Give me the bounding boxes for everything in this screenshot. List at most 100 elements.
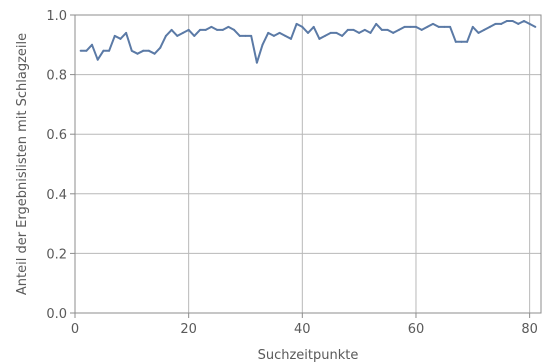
data-point [164,34,167,37]
data-point [488,25,491,28]
data-point [233,28,236,31]
data-point [511,19,514,22]
data-point [494,22,497,25]
data-point [153,52,156,55]
data-point [125,31,128,34]
data-point [210,25,213,28]
data-point [346,28,349,31]
data-point [289,37,292,40]
data-point [505,19,508,22]
data-point [255,61,258,64]
data-point [363,28,366,31]
data-point [238,34,241,37]
y-tick-label: 0.8 [46,69,67,84]
y-tick-label: 0.2 [46,247,67,262]
data-point [369,31,372,34]
y-tick-label: 1.0 [46,9,67,24]
data-point [397,28,400,31]
data-point [187,28,190,31]
data-point [295,22,298,25]
data-point [108,49,111,52]
data-point [267,31,270,34]
data-point [318,37,321,40]
data-point [136,52,139,55]
data-point [244,34,247,37]
data-point [466,40,469,43]
x-tick-label: 40 [294,322,311,337]
data-point [159,46,162,49]
data-point [170,28,173,31]
data-point [227,25,230,28]
data-point [534,25,537,28]
data-point [324,34,327,37]
data-point [483,28,486,31]
x-tick-label: 20 [180,322,197,337]
data-point [528,22,531,25]
data-point [96,58,99,61]
data-point [420,28,423,31]
data-point [432,22,435,25]
data-point [113,34,116,37]
y-axis-ticks: 0.0 0.2 0.4 0.6 0.8 1.0 [46,9,75,322]
data-point [312,25,315,28]
data-point [352,28,355,31]
series-points [79,19,537,64]
data-point [261,43,264,46]
x-axis-ticks: 0 20 40 60 80 [71,313,538,337]
data-point [335,31,338,34]
data-point [284,34,287,37]
data-point [301,25,304,28]
data-point [130,49,133,52]
data-point [522,19,525,22]
data-point [193,34,196,37]
data-point [403,25,406,28]
data-point [437,25,440,28]
data-point [216,28,219,31]
data-point [414,25,417,28]
x-axis-label: Suchzeitpunkte [258,348,359,363]
y-tick-label: 0.0 [46,307,67,322]
plot-frame [74,14,542,314]
data-point [380,28,383,31]
data-point [250,34,253,37]
data-point [181,31,184,34]
data-point [147,49,150,52]
data-point [471,25,474,28]
data-point [443,25,446,28]
data-point [341,34,344,37]
data-point [477,31,480,34]
data-point [199,28,202,31]
data-point [91,43,94,46]
data-point [454,40,457,43]
grid [75,15,541,313]
data-point [272,34,275,37]
data-point [278,31,281,34]
data-point [204,28,207,31]
data-point [176,34,179,37]
x-tick-label: 80 [521,322,538,337]
x-tick-label: 0 [71,322,79,337]
y-tick-label: 0.6 [46,128,67,143]
data-point [460,40,463,43]
data-point [102,49,105,52]
data-point [386,28,389,31]
data-point [142,49,145,52]
data-point [500,22,503,25]
data-point [517,22,520,25]
data-point [426,25,429,28]
data-point [329,31,332,34]
data-point [392,31,395,34]
data-point [449,25,452,28]
data-point [409,25,412,28]
data-point [307,31,309,34]
data-point [119,37,122,40]
data-point [358,31,361,34]
data-point [375,22,378,25]
y-axis-label: Anteil der Ergebnislisten mit Schlagzeil… [15,33,30,295]
data-point [79,49,82,52]
x-tick-label: 60 [408,322,425,337]
y-tick-label: 0.4 [46,188,67,203]
data-point [85,49,88,52]
data-point [221,28,224,31]
